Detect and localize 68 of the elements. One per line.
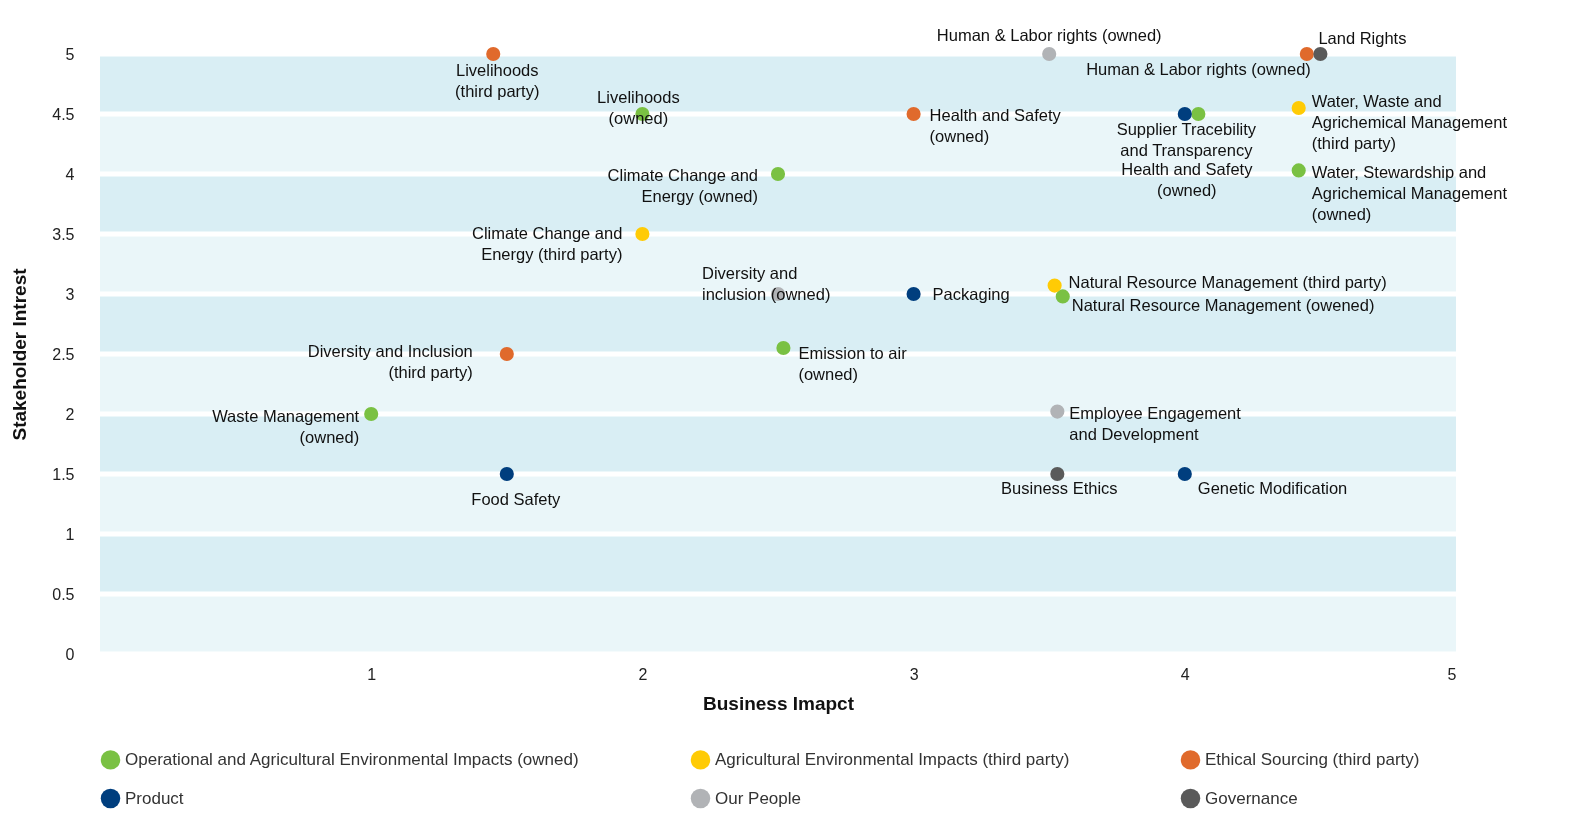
y-axis-title: Stakeholder Intrest bbox=[9, 267, 31, 441]
point bbox=[770, 166, 786, 182]
y-tick-label: 1.5 bbox=[52, 465, 75, 483]
legend-label: Our People bbox=[715, 788, 801, 808]
annotation: Land Rights bbox=[1318, 29, 1407, 47]
annotation: Genetic Modification bbox=[1197, 479, 1348, 497]
point bbox=[1055, 289, 1070, 304]
annotation: Human & Labor rights (owned) bbox=[936, 26, 1162, 44]
point bbox=[499, 466, 514, 482]
legend-label: Operational and Agricultural Environmental Impacts (owned) bbox=[125, 749, 579, 769]
y-tick-label: 3 bbox=[65, 285, 75, 303]
point bbox=[1050, 404, 1065, 419]
point bbox=[1299, 46, 1314, 62]
annotation: Water, Stewardship and Agrichemical Management (owned) bbox=[1311, 163, 1508, 224]
y-tick-label: 3.5 bbox=[52, 225, 75, 243]
y-tick-label: 5 bbox=[65, 45, 75, 63]
annotation: Employee Engagement and Development bbox=[1069, 403, 1242, 443]
legend-label: Ethical Sourcing (third party) bbox=[1205, 749, 1420, 769]
x-axis-title: Business Imapct bbox=[703, 692, 855, 714]
point bbox=[906, 106, 921, 122]
annotation: Health and Safety (owned) bbox=[929, 106, 1062, 145]
annotation: Health and Safety (owned) bbox=[1121, 160, 1254, 199]
point bbox=[1291, 163, 1306, 178]
annotation: Food Safety bbox=[471, 490, 562, 508]
legend-label: Product bbox=[125, 788, 184, 808]
annotation: Natural Resource Management (owened) bbox=[1071, 296, 1375, 315]
annotation: Supplier Tracebility and Transparency bbox=[1116, 120, 1257, 159]
annotation: Livelihoods (owned) bbox=[597, 88, 680, 127]
y-tick-label: 0 bbox=[65, 645, 75, 663]
y-tick-label: 4.5 bbox=[52, 105, 75, 123]
point bbox=[1313, 46, 1328, 62]
point bbox=[364, 406, 379, 422]
point bbox=[906, 286, 921, 302]
annotation: Climate Change and Energy (owned) bbox=[607, 166, 758, 205]
annotation: Diversity and inclusion (owned) bbox=[702, 264, 831, 303]
y-tick-label: 1 bbox=[65, 525, 75, 543]
x-tick-label: 1 bbox=[367, 665, 377, 683]
annotation: Packaging bbox=[932, 285, 1010, 303]
point bbox=[1177, 106, 1192, 122]
annotation: Emission to air (owned) bbox=[798, 344, 908, 383]
point bbox=[486, 46, 501, 62]
annotation: Waste Management (owned) bbox=[212, 407, 360, 446]
y-tick-label: 0.5 bbox=[52, 585, 75, 603]
point bbox=[1291, 100, 1306, 116]
annotation: Human & Labor rights (owned) bbox=[1086, 60, 1311, 78]
annotation: Livelihoods (third party) bbox=[455, 61, 540, 100]
point bbox=[1042, 46, 1057, 62]
legend-label: Governance bbox=[1205, 788, 1298, 808]
annotation: Business Ethics bbox=[1001, 479, 1118, 497]
y-tick-label: 4 bbox=[65, 165, 75, 183]
x-tick-label: 3 bbox=[909, 665, 919, 683]
point bbox=[499, 346, 514, 362]
x-tick-label: 5 bbox=[1447, 665, 1457, 683]
annotation: Diversity and Inclusion (third party) bbox=[307, 342, 473, 381]
x-tick-label: 4 bbox=[1180, 665, 1190, 683]
y-tick-label: 2 bbox=[65, 405, 75, 423]
annotation: Climate Change and Energy (third party) bbox=[471, 224, 623, 263]
annotation: Natural Resource Management (third party) bbox=[1068, 272, 1387, 291]
y-tick-label: 2.5 bbox=[52, 345, 75, 363]
point bbox=[635, 226, 650, 242]
point bbox=[776, 340, 791, 356]
point bbox=[1047, 278, 1062, 293]
x-tick-label: 2 bbox=[638, 665, 648, 683]
point bbox=[1177, 466, 1192, 482]
annotation: Water, Waste and Agrichemical Management (third party) bbox=[1311, 92, 1508, 152]
point bbox=[1050, 466, 1065, 482]
point bbox=[1191, 106, 1206, 122]
legend-label: Agricultural Environmental Impacts (third party) bbox=[715, 749, 1070, 769]
